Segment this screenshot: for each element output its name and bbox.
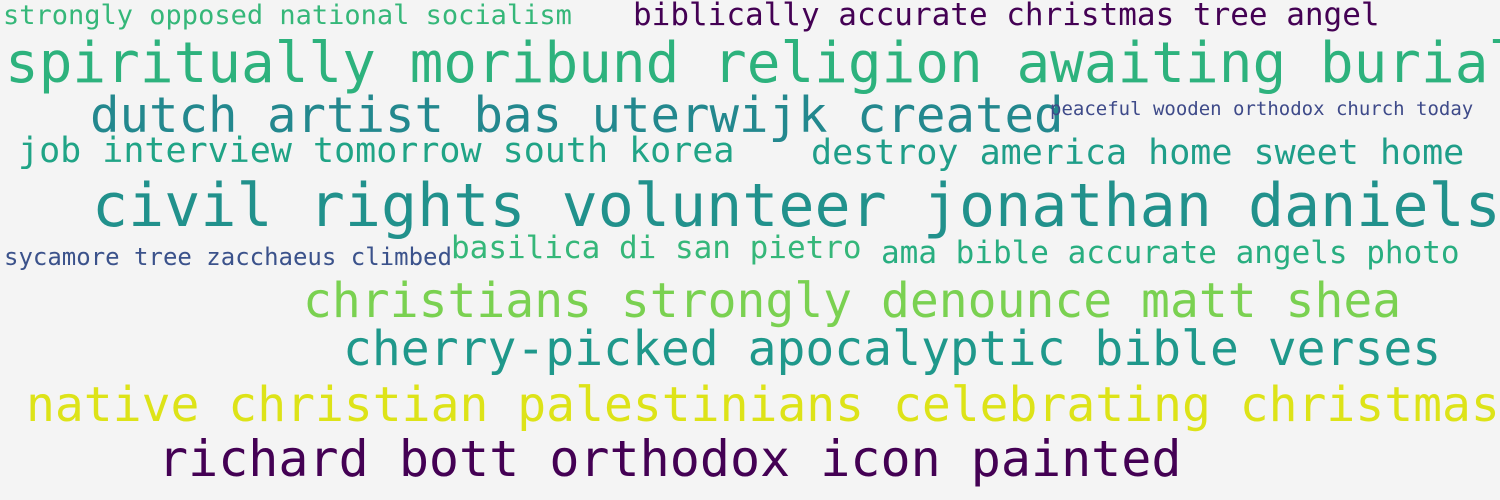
phrase-dutch-artist-bas-uterwijk-created: dutch artist bas uterwijk created	[90, 87, 1064, 144]
phrase-job-interview-tomorrow-south-korea: job interview tomorrow south korea	[18, 131, 735, 171]
phrase-destroy-america-home-sweet-home: destroy america home sweet home	[811, 133, 1465, 173]
phrase-civil-rights-volunteer-jonathan-daniels: civil rights volunteer jonathan daniels	[92, 171, 1500, 241]
phrase-cherry-picked-apocalyptic-bible-verses: cherry-picked apocalyptic bible verses	[343, 321, 1442, 377]
phrase-basilica-di-san-pietro: basilica di san pietro	[451, 230, 862, 266]
phrase-native-christian-palestinians-celebrating-christmas: native christian palestinians celebratin…	[26, 377, 1500, 433]
phrase-strongly-opposed-national-socialism: strongly opposed national socialism	[3, 0, 572, 31]
phrase-biblically-accurate-christmas-tree-angel: biblically accurate christmas tree angel	[633, 0, 1380, 33]
phrase-sycamore-tree-zacchaeus-climbed: sycamore tree zacchaeus climbed	[4, 243, 452, 271]
phrase-christians-strongly-denounce-matt-shea: christians strongly denounce matt shea	[303, 273, 1402, 329]
phrase-ama-bible-accurate-angels-photo: ama bible accurate angels photo	[881, 235, 1460, 271]
phrase-spiritually-moribund-religion-awaiting-burial: spiritually moribund religion awaiting b…	[5, 31, 1500, 96]
phrase-richard-bott-orthodox-icon-painted: richard bott orthodox icon painted	[158, 430, 1182, 488]
phrase-peaceful-wooden-orthodox-church-today: peaceful wooden orthodox church today	[1050, 98, 1474, 120]
